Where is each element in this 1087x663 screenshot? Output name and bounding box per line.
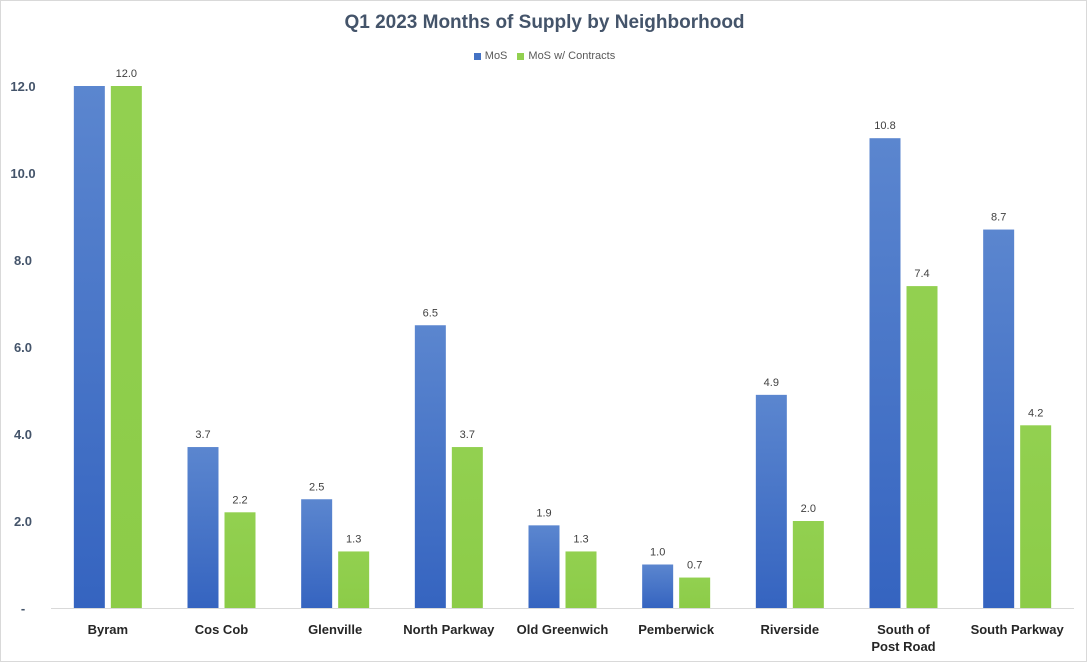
data-label: 4.9 [764,377,779,389]
x-tick-label: Old Greenwich [517,622,609,637]
bar-mos [187,447,219,608]
data-label: 8.7 [991,212,1006,224]
bar-mos-contracts [1020,425,1052,608]
legend: MoS MoS w/ Contracts [1,50,1087,62]
data-label: 12.0 [116,68,137,80]
data-label: 3.7 [460,429,475,441]
bar-mos-contracts [451,447,483,608]
x-tick-label: Byram [88,622,128,637]
data-label: 0.7 [687,560,702,572]
bar-mos [414,325,446,608]
legend-label-mos: MoS [484,50,508,62]
x-tick-label: Glenville [308,622,362,637]
bar-mos [755,394,787,608]
data-label: 4.2 [1028,407,1043,419]
legend-label-mos-contracts: MoS w/ Contracts [528,50,616,62]
bar-mos [983,229,1015,609]
chart-title: Q1 2023 Months of Supply by Neighborhood [344,12,745,33]
data-label: 2.0 [801,503,816,515]
bar-mos-contracts [906,286,938,608]
bar-mos-contracts [224,512,256,608]
data-label: 1.3 [573,533,588,545]
data-label: 3.7 [195,429,210,441]
legend-item-mos-contracts: MoS w/ Contracts [517,50,615,62]
data-label: 1.0 [650,547,665,559]
y-tick-label: 12.0 [10,79,35,94]
legend-item-mos: MoS [473,50,508,62]
legend-swatch-mos-contracts [517,52,525,60]
bar-mos [642,564,674,608]
bar-mos [869,138,901,608]
bar-mos-contracts [679,577,711,608]
x-tick-label: Pemberwick [638,622,715,637]
legend-swatch-mos [473,52,481,60]
data-label: 10.8 [874,120,895,132]
bar-mos [528,525,560,608]
data-label: 7.4 [914,268,929,280]
y-tick-label: 6.0 [14,340,32,355]
x-tick-label: Cos Cob [195,622,249,637]
x-tick-label: South Parkway [971,622,1065,637]
x-tick-label: South of [877,622,930,637]
y-tick-label: 10.0 [10,166,35,181]
y-tick-label: 4.0 [14,427,32,442]
data-label: 1.3 [346,533,361,545]
x-tick-label: Riverside [761,622,820,637]
data-label: 2.5 [309,481,324,493]
data-label: 6.5 [423,307,438,319]
bar-mos-contracts [110,86,142,608]
data-label: 1.9 [536,507,551,519]
bar-mos-contracts [565,551,597,608]
bar-mos [73,86,105,608]
x-tick-label: Post Road [871,639,935,654]
data-label: 2.2 [232,494,247,506]
x-tick-label: North Parkway [403,622,495,637]
y-tick-label: - [21,601,25,616]
bar-mos-contracts [338,551,370,608]
bar-mos [301,499,333,608]
y-tick-label: 8.0 [14,253,32,268]
bar-mos-contracts [792,521,824,608]
y-tick-label: 2.0 [14,514,32,529]
